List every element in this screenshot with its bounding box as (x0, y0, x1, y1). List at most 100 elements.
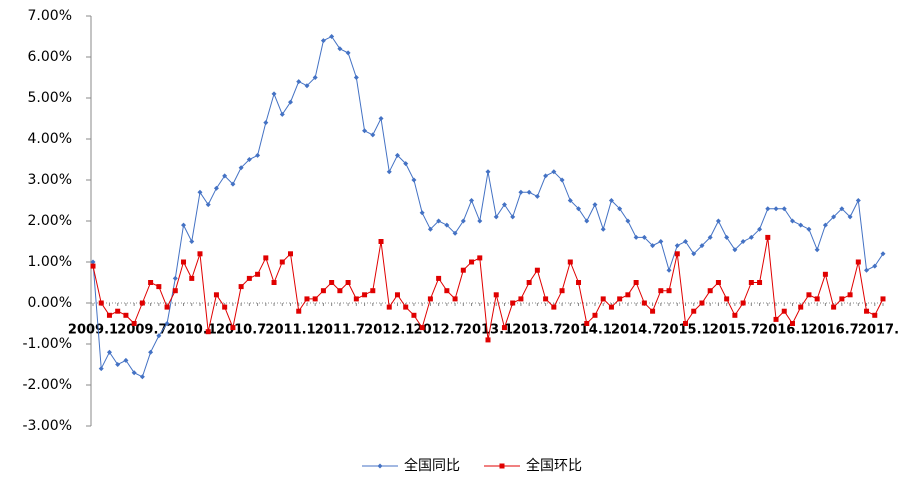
point (872, 312, 878, 318)
point (600, 226, 606, 232)
point (872, 263, 878, 269)
point (526, 280, 532, 285)
point (436, 218, 442, 224)
y-tick-label: -2.00% (22, 377, 72, 393)
x-tick-label: 2011.1 (265, 323, 315, 338)
point (213, 292, 219, 298)
point (394, 292, 400, 298)
point (181, 222, 187, 228)
point (98, 300, 104, 306)
point (691, 251, 697, 257)
point (238, 284, 244, 290)
y-tick-label: 3.00% (28, 172, 72, 188)
point (534, 267, 540, 273)
point (567, 198, 573, 203)
point (386, 169, 392, 175)
x-tick-label: 2015.1 (660, 323, 710, 338)
point (213, 185, 219, 191)
point (485, 169, 491, 175)
point (501, 202, 507, 208)
point (559, 177, 565, 183)
point (106, 349, 112, 355)
point (633, 234, 639, 240)
point (444, 288, 450, 294)
point (98, 366, 104, 372)
legend-label: 全国同比 (404, 457, 460, 474)
point (246, 157, 252, 162)
point (839, 206, 845, 212)
point (139, 374, 145, 380)
point (757, 280, 763, 285)
point (477, 218, 483, 224)
y-tick-label: 7.00% (28, 8, 72, 24)
y-tick-label: -1.00% (22, 336, 72, 352)
point (485, 337, 491, 343)
point (576, 206, 582, 212)
point (296, 79, 302, 85)
point (222, 173, 228, 179)
x-tick-label: 2016.1 (759, 323, 809, 338)
x-tick-label: 2016.7 (809, 323, 859, 338)
point (748, 234, 754, 240)
point (814, 296, 820, 302)
point (551, 169, 557, 175)
point (617, 296, 623, 302)
point (172, 288, 178, 294)
point (312, 296, 318, 302)
point (386, 304, 392, 310)
point (452, 230, 458, 236)
x-tick-label: 2010.1 (167, 323, 217, 338)
point (493, 214, 499, 220)
x-tick-label: 2017.1 (858, 323, 900, 338)
point (172, 275, 178, 281)
point (510, 300, 516, 306)
legend-label: 全国环比 (526, 457, 582, 474)
point (683, 239, 688, 244)
point (189, 275, 195, 281)
point (337, 288, 343, 294)
x-tick-label: 2014.7 (611, 323, 661, 338)
point (164, 304, 170, 310)
point (123, 357, 129, 363)
point (510, 214, 516, 220)
point (748, 280, 754, 285)
point (683, 321, 688, 326)
point (839, 296, 845, 302)
point (238, 165, 244, 171)
point (822, 271, 828, 277)
point (353, 75, 359, 80)
point (707, 288, 713, 294)
y-tick-label: 4.00% (28, 131, 72, 147)
point (740, 300, 746, 306)
x-tick-label: 2010.7 (216, 323, 266, 338)
point (798, 222, 804, 228)
point (724, 296, 730, 302)
point (181, 259, 187, 265)
point (164, 321, 170, 326)
point (773, 206, 779, 212)
point (765, 206, 771, 212)
point (312, 75, 318, 80)
y-tick-label: 1.00% (28, 254, 72, 270)
point (403, 304, 409, 310)
point (543, 296, 549, 302)
point (847, 292, 853, 298)
point (732, 247, 738, 253)
point (493, 292, 499, 298)
point (765, 234, 771, 240)
point (345, 50, 351, 56)
x-tick-label: 2009.1 (68, 323, 118, 338)
point (288, 99, 293, 105)
point (477, 255, 483, 261)
point (320, 288, 326, 294)
point (674, 251, 680, 257)
point (123, 312, 129, 318)
point (608, 198, 614, 203)
y-tick-label: 0.00% (28, 295, 72, 311)
point (864, 308, 870, 314)
point (230, 181, 236, 187)
point (880, 251, 886, 257)
point (831, 214, 837, 220)
point (757, 226, 763, 232)
point (592, 312, 598, 318)
